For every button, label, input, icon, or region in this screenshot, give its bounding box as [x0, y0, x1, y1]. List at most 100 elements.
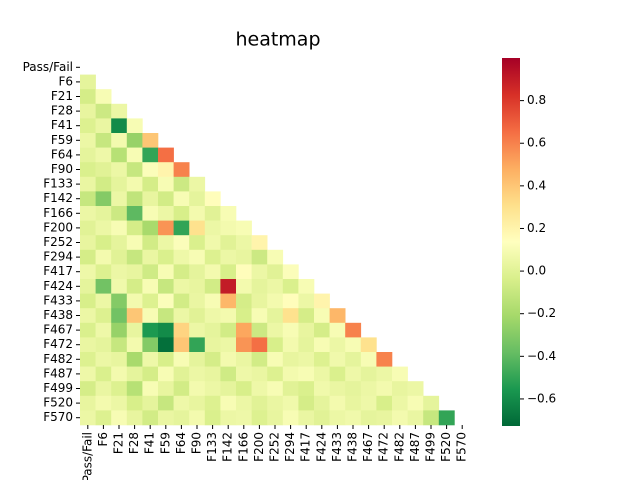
- x-tick-label: F21: [112, 432, 126, 454]
- heatmap-cell: [345, 322, 362, 338]
- heatmap-cell: [158, 381, 174, 397]
- heatmap-cell: [80, 220, 96, 236]
- heatmap-cell: [423, 410, 440, 426]
- heatmap-cell: [158, 206, 174, 221]
- heatmap-cell: [298, 293, 315, 309]
- y-tick-label: F41: [51, 118, 73, 132]
- colorbar-tick-label: 0.0: [527, 264, 546, 278]
- heatmap-cell: [267, 381, 284, 397]
- heatmap-cell: [314, 352, 330, 367]
- heatmap-cell: [158, 191, 174, 207]
- heatmap-cell: [251, 264, 268, 280]
- heatmap-cell: [314, 308, 330, 324]
- colorbar-tick-label: −0.2: [527, 306, 556, 320]
- heatmap-cell: [189, 308, 206, 324]
- heatmap-cell: [158, 235, 174, 251]
- heatmap-cell: [173, 337, 190, 353]
- heatmap-cell: [158, 410, 174, 426]
- heatmap-cell: [126, 308, 143, 324]
- heatmap-cell: [142, 133, 159, 148]
- heatmap-cell: [298, 279, 315, 294]
- heatmap-cell: [111, 366, 128, 382]
- heatmap-cell: [80, 191, 96, 207]
- x-tick-label: F424: [314, 432, 328, 462]
- heatmap-cell: [142, 206, 159, 221]
- heatmap-cell: [173, 279, 190, 294]
- heatmap-cell: [329, 337, 346, 353]
- heatmap-cell: [360, 381, 377, 397]
- heatmap-cell: [158, 279, 174, 294]
- x-tick-label: F433: [330, 432, 344, 462]
- x-tick-label: F570: [455, 432, 469, 462]
- heatmap-cell: [95, 103, 112, 119]
- heatmap-cell: [392, 395, 408, 411]
- heatmap-cell: [173, 366, 190, 382]
- y-tick-label: F200: [43, 220, 73, 234]
- heatmap-cell: [329, 410, 346, 426]
- heatmap-cell: [189, 235, 206, 251]
- heatmap-cell: [376, 381, 393, 397]
- heatmap-cell: [189, 176, 206, 192]
- heatmap-cell: [173, 395, 190, 411]
- heatmap-cell: [95, 206, 112, 221]
- heatmap-cell: [314, 366, 330, 382]
- heatmap-cell: [298, 366, 315, 382]
- heatmap-cell: [376, 352, 393, 367]
- heatmap-cell: [204, 366, 221, 382]
- heatmap-cell: [360, 366, 377, 382]
- heatmap-cell: [142, 162, 159, 178]
- heatmap-cell: [220, 206, 237, 221]
- heatmap-cell: [282, 308, 299, 324]
- heatmap-cell: [111, 322, 128, 338]
- heatmap-cell: [111, 352, 128, 367]
- heatmap-cell: [126, 410, 143, 426]
- heatmap-cell: [80, 74, 96, 90]
- heatmap-cell: [142, 176, 159, 192]
- heatmap-cell: [298, 308, 315, 324]
- heatmap-cell: [204, 410, 221, 426]
- colorbar-tick-label: 0.2: [527, 221, 546, 235]
- heatmap-cell: [158, 352, 174, 367]
- heatmap-cell: [236, 395, 252, 411]
- heatmap-cell: [236, 308, 252, 324]
- heatmap-cell: [158, 366, 174, 382]
- heatmap-cell: [189, 206, 206, 221]
- heatmap-cell: [80, 322, 96, 338]
- heatmap-cell: [267, 410, 284, 426]
- heatmap-cell: [80, 162, 96, 178]
- x-tick-label: F133: [205, 432, 219, 462]
- heatmap-cell: [345, 410, 362, 426]
- heatmap-cell: [126, 279, 143, 294]
- heatmap-cell: [95, 366, 112, 382]
- y-tick-label: F467: [43, 323, 73, 337]
- heatmap-cell: [158, 220, 174, 236]
- heatmap-cell: [267, 249, 284, 265]
- heatmap-cell: [80, 89, 96, 105]
- heatmap-cell: [95, 249, 112, 265]
- x-tick-label: F90: [190, 432, 204, 454]
- heatmap-cell: [282, 395, 299, 411]
- x-tick-label: F472: [377, 432, 391, 462]
- heatmap-cell: [298, 410, 315, 426]
- heatmap-cell: [126, 162, 143, 178]
- heatmap-cell: [95, 279, 112, 294]
- heatmap-cell: [95, 293, 112, 309]
- heatmap-cell: [236, 366, 252, 382]
- heatmap-cell: [173, 264, 190, 280]
- heatmap-cell: [189, 279, 206, 294]
- heatmap-cell: [95, 352, 112, 367]
- colorbar-tick-label: 0.8: [527, 93, 546, 107]
- heatmap-cell: [236, 322, 252, 338]
- heatmap-cell: [282, 352, 299, 367]
- heatmap-cell: [267, 264, 284, 280]
- heatmap-cell: [126, 118, 143, 134]
- heatmap-cell: [220, 337, 237, 353]
- heatmap-cell: [126, 352, 143, 367]
- heatmap-cell: [126, 322, 143, 338]
- heatmap-cell: [80, 103, 96, 119]
- heatmap-cell: [142, 337, 159, 353]
- heatmap-cell: [111, 220, 128, 236]
- heatmap-cell: [282, 322, 299, 338]
- heatmap-cell: [173, 162, 190, 178]
- heatmap-cell: [95, 162, 112, 178]
